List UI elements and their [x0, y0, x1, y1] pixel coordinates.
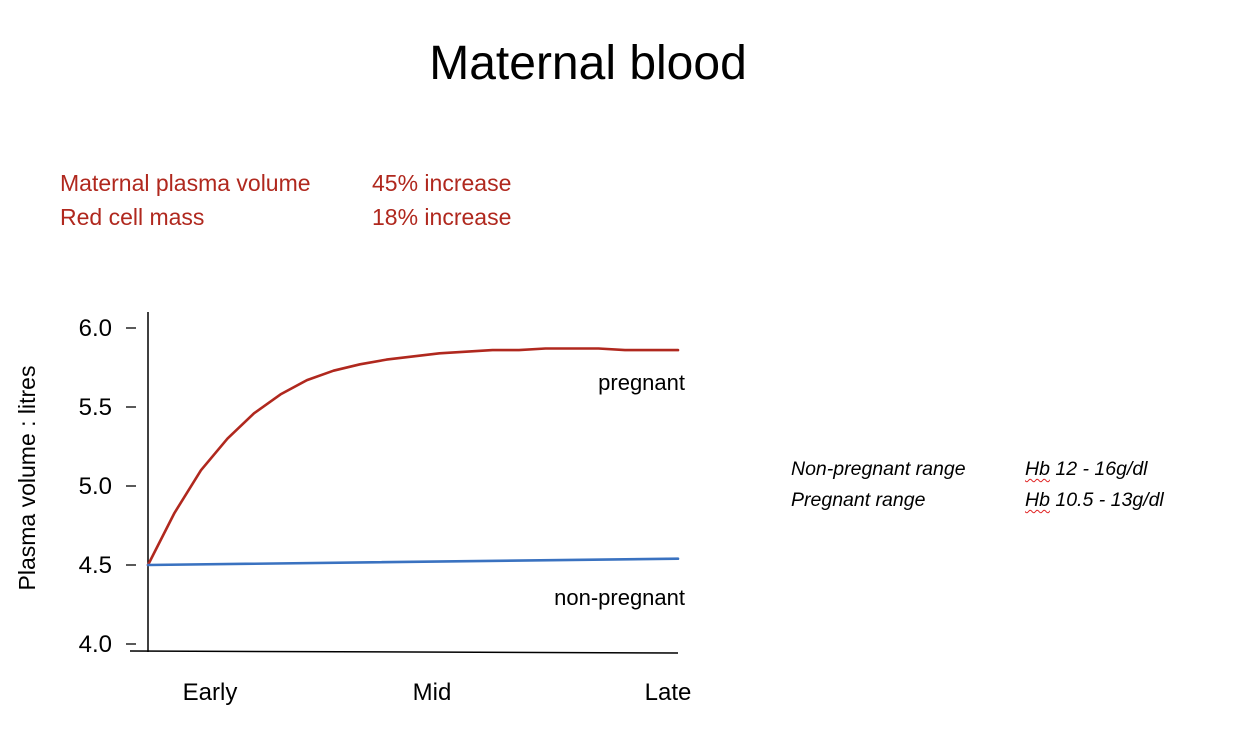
y-tick-label: 5.0	[79, 473, 112, 500]
stat-value: 18% increase	[372, 204, 512, 230]
y-tick-label: 6.0	[79, 315, 112, 342]
x-axis-line	[129, 650, 679, 654]
range-value-group: Hb 10.5 - 13g/dl	[1025, 485, 1164, 516]
series-line-pregnant	[146, 347, 680, 567]
chart-series-layer	[146, 347, 680, 567]
range-label: Pregnant range	[791, 489, 926, 511]
y-tick-label: 4.0	[79, 631, 112, 658]
hb-ranges-block: Non-pregnant range Hb 12 - 16g/dl Pregna…	[791, 454, 1164, 516]
stats-block: Maternal plasma volume 45% increase Red …	[60, 166, 511, 234]
stat-row-red-cell: Red cell mass 18% increase	[60, 200, 511, 234]
series-line-non-pregnant	[146, 557, 680, 567]
x-category-label: Mid	[413, 679, 452, 706]
y-tick-label: 5.5	[79, 394, 112, 421]
y-tick-label: 4.5	[79, 552, 112, 579]
chart-axes	[126, 312, 679, 654]
slide-title: Maternal blood	[429, 37, 747, 90]
spellcheck-hb-word: Hb	[1025, 458, 1050, 480]
stat-label: Red cell mass	[60, 204, 205, 230]
chart-labels-layer: 6.0 5.5 5.0 4.5 4.0 Plasma volume : litres Ear…	[14, 315, 691, 706]
range-value: 10.5 - 13g/dl	[1049, 489, 1164, 511]
range-label: Non-pregnant range	[791, 458, 966, 480]
spellcheck-hb-word: Hb	[1025, 489, 1050, 511]
y-axis-title: Plasma volume : litres	[14, 366, 40, 591]
range-row-non-pregnant: Non-pregnant range Hb 12 - 16g/dl	[791, 454, 1164, 485]
series-label-non-pregnant: non-pregnant	[554, 585, 685, 610]
stat-value: 45% increase	[372, 170, 512, 196]
range-row-pregnant: Pregnant range Hb 10.5 - 13g/dl	[791, 485, 1164, 516]
x-category-label: Late	[645, 679, 692, 706]
stat-row-plasma: Maternal plasma volume 45% increase	[60, 166, 511, 200]
series-label-pregnant: pregnant	[598, 370, 685, 395]
range-value-group: Hb 12 - 16g/dl	[1025, 454, 1148, 485]
stat-label: Maternal plasma volume	[60, 170, 311, 196]
range-value: 12 - 16g/dl	[1049, 458, 1148, 480]
x-category-label: Early	[183, 679, 238, 706]
